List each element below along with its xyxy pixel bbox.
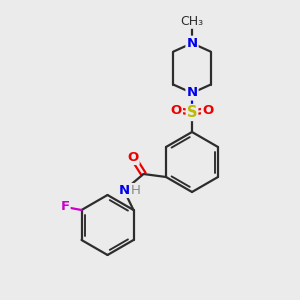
Text: H: H [130, 184, 140, 197]
Text: S: S [187, 105, 197, 120]
Text: N: N [186, 86, 198, 100]
Text: O: O [171, 103, 182, 117]
Text: N: N [118, 184, 130, 197]
Text: O: O [128, 151, 139, 164]
Text: O: O [202, 103, 213, 117]
Text: F: F [61, 200, 70, 214]
Text: CH₃: CH₃ [180, 15, 204, 28]
Text: N: N [186, 37, 198, 50]
